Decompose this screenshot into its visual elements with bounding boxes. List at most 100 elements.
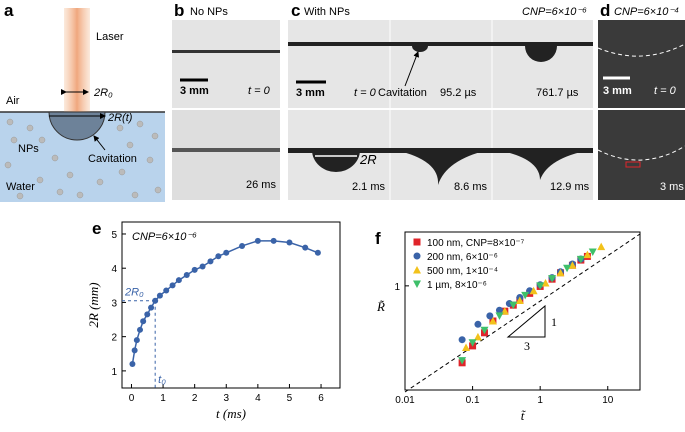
annotation: CNP=6×10⁻⁶ <box>132 231 197 243</box>
point <box>509 301 518 310</box>
x-tick-label: 4 <box>255 393 261 404</box>
point <box>254 237 261 244</box>
y-axis-label: R̃ <box>376 299 385 314</box>
interface <box>597 43 685 57</box>
cavitation-arrow <box>404 51 420 87</box>
time-label: 95.2 µs <box>440 87 477 99</box>
scale-label: 3 mm <box>180 85 209 97</box>
point <box>521 291 530 300</box>
y-tick-label: 1 <box>394 282 400 293</box>
frame <box>598 110 685 200</box>
diameter-label: 2R₀ <box>93 87 113 99</box>
frame <box>598 20 685 108</box>
point <box>191 266 198 273</box>
line <box>131 240 319 365</box>
point <box>270 237 277 244</box>
point <box>199 263 206 270</box>
point <box>583 250 592 259</box>
jet <box>497 150 590 180</box>
point <box>131 347 138 354</box>
bubble <box>48 111 106 141</box>
y-tick-label: 4 <box>111 264 117 275</box>
time-label: t = 0 <box>354 87 377 99</box>
time-label: 8.6 ms <box>454 181 488 193</box>
point <box>223 249 230 256</box>
panel-label: d <box>600 1 610 20</box>
frame <box>172 20 280 108</box>
point <box>175 277 182 284</box>
point <box>597 242 606 251</box>
laser-beam <box>64 8 90 112</box>
time-label: 2.1 ms <box>352 181 386 193</box>
point <box>495 312 504 320</box>
panel-label: f <box>375 229 381 248</box>
panel-label: a <box>4 1 14 20</box>
panel-label: e <box>92 219 101 238</box>
legend-label: 1 µm, 8×10⁻⁶ <box>427 280 487 291</box>
cavitation-label: Cavitation <box>88 153 137 165</box>
nanoparticles <box>4 118 162 200</box>
point <box>468 339 477 347</box>
point <box>163 287 170 294</box>
x-tick-label: 10 <box>602 395 614 406</box>
point <box>486 312 494 320</box>
concentration: CNP=6×10⁻⁶ <box>522 6 587 18</box>
point <box>207 258 214 265</box>
point <box>576 255 585 264</box>
bubble <box>412 46 428 52</box>
bubble <box>525 46 557 62</box>
point <box>568 261 577 269</box>
cavitation-arrow <box>93 135 106 151</box>
point <box>529 286 538 295</box>
x-tick-label: 6 <box>318 393 324 404</box>
point <box>302 244 309 251</box>
time-label: t = 0 <box>248 85 271 97</box>
point <box>137 326 144 333</box>
y-tick-label: 3 <box>111 298 117 309</box>
laser-label: Laser <box>96 31 124 43</box>
time-label: 3 ms <box>660 181 684 193</box>
x-tick-label: 2 <box>192 393 198 404</box>
point <box>473 332 482 341</box>
point <box>156 292 163 299</box>
point <box>314 249 321 256</box>
scale-label: 3 mm <box>603 85 632 97</box>
x-tick-label: 1 <box>537 395 543 406</box>
point <box>541 278 550 287</box>
x-axis-label: t (ms) <box>216 406 246 421</box>
point <box>144 311 151 318</box>
point <box>515 296 524 304</box>
panel-title: No NPs <box>190 6 228 18</box>
point <box>548 275 557 283</box>
jet <box>395 150 488 185</box>
surface <box>172 148 280 152</box>
x-tick-label: 0.1 <box>466 395 480 406</box>
x-tick-label: 0.01 <box>395 395 415 406</box>
legend-marker <box>413 252 421 260</box>
point <box>215 253 222 260</box>
point <box>129 361 136 368</box>
legend-marker <box>413 280 421 288</box>
legend-label: 200 nm, 6×10⁻⁶ <box>427 252 498 263</box>
y-axis-label: 2R (mm) <box>86 282 101 327</box>
panel-c: c With NPs CNP=6×10⁻⁶ 3 mm t = 0 Cavitat… <box>288 1 593 200</box>
point <box>536 282 545 290</box>
plot-frame <box>404 231 641 391</box>
surface <box>288 42 593 46</box>
plot-frame <box>121 221 341 389</box>
point <box>239 242 246 249</box>
legend-label: 100 nm, CNP=8×10⁻⁷ <box>427 238 525 249</box>
panel-label: b <box>174 1 184 20</box>
slope-label: 1 <box>551 315 557 329</box>
marker <box>625 161 641 168</box>
panel-a: a Laser 2R₀ Air 2R(t) NPs Cavitation Wat… <box>0 1 165 202</box>
panel-label: c <box>291 1 300 20</box>
point <box>563 264 572 273</box>
air-label: Air <box>6 95 20 107</box>
point <box>480 326 489 335</box>
concentration: CNP=6×10⁻⁴ <box>614 6 679 18</box>
diameter-label: 2R <box>359 152 377 167</box>
x-tick-label: 3 <box>223 393 229 404</box>
point <box>183 272 190 279</box>
